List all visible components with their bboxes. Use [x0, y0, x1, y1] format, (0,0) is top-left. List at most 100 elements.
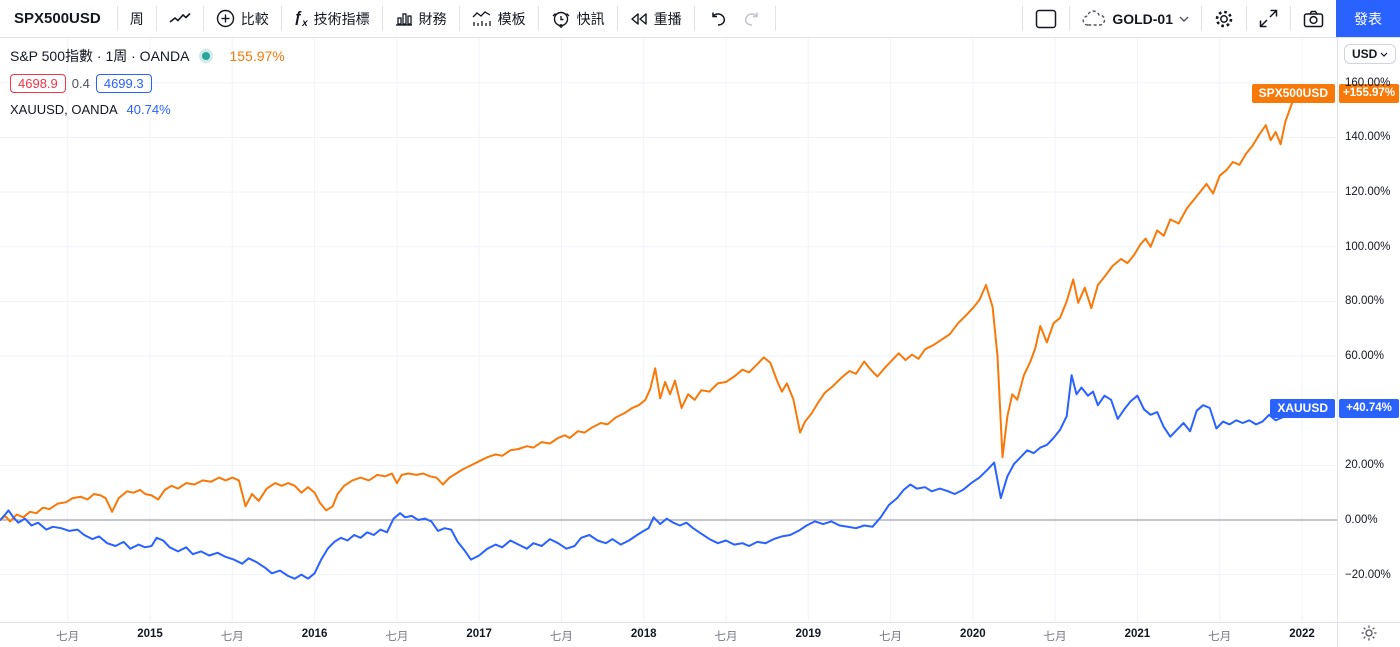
camera-icon	[1303, 10, 1324, 28]
publish-label: 發表	[1354, 10, 1382, 27]
spx-axis-price-tag: +155.97%	[1339, 83, 1399, 103]
templates-button[interactable]: 模板	[460, 0, 538, 37]
cloud-icon	[1082, 10, 1106, 27]
chart-type-button[interactable]	[157, 0, 203, 37]
layout-select-button[interactable]	[1023, 0, 1069, 37]
publish-button[interactable]: 發表	[1336, 0, 1400, 37]
time-axis-month-label: 七月	[549, 631, 573, 643]
toolbar-separator	[155, 6, 157, 31]
time-axis[interactable]: 七月 2015 七月 2016 七月 2017 七月 2018 七月 2019 七月 2020 七月 20…	[0, 622, 1337, 647]
replay-button[interactable]: 重播	[618, 0, 694, 37]
legend: S&P 500指數 · 1周 · OANDA 155.97% 4698.9 0.…	[10, 44, 285, 117]
chart-settings-button[interactable]	[1202, 0, 1246, 37]
financials-button[interactable]: 財務	[383, 0, 459, 37]
toolbar-separator	[1246, 6, 1247, 31]
toolbar-separator	[280, 6, 282, 31]
interval-button[interactable]: 周	[118, 0, 156, 37]
symbol-label: SPX500USD	[14, 10, 101, 27]
top-toolbar: SPX500USD 周 比較 ƒx 技術指標 財務	[0, 0, 1400, 38]
price-axis-label: 20.00%	[1345, 459, 1385, 472]
toolbar-separator	[1201, 6, 1202, 31]
fx-icon: ƒx	[293, 8, 308, 29]
toolbar-separator	[381, 6, 383, 31]
currency-label: USD	[1352, 47, 1378, 61]
templates-label: 模板	[497, 10, 526, 27]
save-layout-button[interactable]: GOLD-01	[1070, 0, 1201, 37]
fullscreen-icon	[1259, 9, 1278, 28]
time-axis-month-label: 七月	[385, 631, 409, 643]
chevron-down-icon	[1179, 16, 1189, 22]
time-axis-month-label: 七月	[56, 631, 80, 643]
replay-label: 重播	[653, 10, 682, 27]
symbol-button[interactable]: SPX500USD	[0, 0, 117, 37]
spread-value: 0.4	[71, 76, 90, 91]
price-axis-label: 160.00%	[1345, 76, 1391, 89]
compare-button[interactable]: 比較	[204, 0, 281, 37]
axis-settings-corner[interactable]	[1337, 622, 1400, 647]
toolbar-separator	[1022, 6, 1024, 31]
time-axis-year-label: 2020	[960, 628, 986, 640]
toolbar-separator	[202, 6, 204, 31]
time-axis-year-label: 2019	[795, 628, 822, 640]
price-axis-label: 60.00%	[1345, 350, 1385, 363]
price-axis-label: 100.00%	[1345, 240, 1391, 253]
price-axis-label: −20.00%	[1345, 568, 1391, 581]
xau-line[interactable]	[0, 374, 1297, 580]
redo-button[interactable]	[735, 0, 775, 37]
fullscreen-button[interactable]	[1247, 0, 1290, 37]
time-axis-month-label: 七月	[879, 631, 903, 643]
spx-line[interactable]	[0, 92, 1297, 523]
indicators-button[interactable]: ƒx 技術指標	[282, 0, 382, 37]
undo-icon	[709, 12, 727, 26]
bar-chart-icon	[395, 11, 413, 26]
alert-button[interactable]: 快訊	[539, 0, 617, 37]
redo-icon	[743, 12, 761, 26]
single-layout-icon	[1035, 9, 1057, 29]
xau-series-tag[interactable]: XAUUSD	[1270, 398, 1335, 418]
price-axis-label: 80.00%	[1345, 295, 1385, 308]
market-status-dot-icon[interactable]	[199, 49, 214, 63]
interval-label: 周	[129, 10, 144, 27]
toolbar-separator	[1290, 6, 1291, 31]
time-axis-year-label: 2022	[1289, 628, 1315, 640]
toolbar-separator	[693, 6, 695, 31]
main-series-title[interactable]: S&P 500指數 · 1周 · OANDA	[10, 48, 190, 64]
price-axis-label: 140.00%	[1345, 131, 1391, 144]
time-axis-month-label: 七月	[714, 631, 738, 643]
snapshot-button[interactable]	[1291, 0, 1336, 37]
price-axis[interactable]: USD +155.97% +40.74% 160.00% 140.00% 120.0…	[1337, 38, 1400, 622]
time-axis-year-label: 2016	[301, 628, 328, 640]
currency-toggle-button[interactable]: USD	[1344, 44, 1397, 64]
spx-series-tag[interactable]: SPX500USD	[1251, 83, 1335, 103]
toolbar-separator	[616, 6, 618, 31]
main-series-change: 155.97%	[229, 48, 285, 64]
rewind-icon	[630, 12, 648, 26]
alert-label: 快訊	[576, 10, 605, 27]
layout-name-label: GOLD-01	[1112, 10, 1173, 27]
sun-icon	[1361, 625, 1377, 646]
xau-axis-price-tag: +40.74%	[1339, 398, 1399, 418]
financials-label: 財務	[418, 10, 447, 27]
sell-price-button[interactable]: 4698.9	[10, 74, 66, 93]
gear-icon	[1214, 9, 1234, 29]
compare-series-title[interactable]: XAUUSD, OANDA	[10, 102, 117, 117]
compare-label: 比較	[240, 10, 269, 27]
price-axis-label: 0.00%	[1345, 514, 1378, 526]
undo-button[interactable]	[695, 0, 735, 37]
time-axis-year-label: 2015	[137, 628, 163, 640]
chevron-down-icon	[1380, 52, 1388, 57]
line-chart-icon	[169, 12, 191, 26]
time-axis-month-label: 七月	[1208, 631, 1232, 643]
time-axis-year-label: 2021	[1124, 628, 1151, 640]
toolbar-separator	[458, 6, 460, 31]
indicators-label: 技術指標	[313, 10, 370, 27]
alarm-clock-plus-icon	[551, 9, 571, 28]
buy-price-button[interactable]: 4699.3	[95, 74, 152, 93]
compare-series-change: 40.74%	[126, 102, 171, 117]
plot-svg[interactable]	[0, 38, 1337, 622]
time-axis-month-label: 七月	[1043, 631, 1067, 643]
chart-pane[interactable]: S&P 500指數 · 1周 · OANDA 155.97% 4698.9 0.…	[0, 38, 1337, 622]
toolbar-separator	[537, 6, 539, 31]
time-axis-year-label: 2018	[630, 628, 657, 640]
compare-plus-icon	[216, 9, 235, 28]
